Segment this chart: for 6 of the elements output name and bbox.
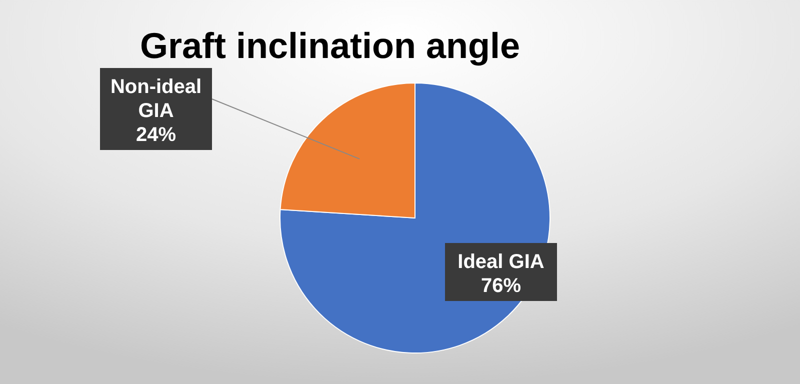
slice-label: Non-ideal GIA: [110, 76, 202, 122]
data-label: 76%: [480, 275, 522, 297]
slice-label: Ideal GIA: [458, 251, 544, 273]
chart-title: Graft inclination angle: [140, 25, 520, 66]
pie-slice: [280, 82, 550, 354]
data-label: 24%: [136, 124, 176, 146]
